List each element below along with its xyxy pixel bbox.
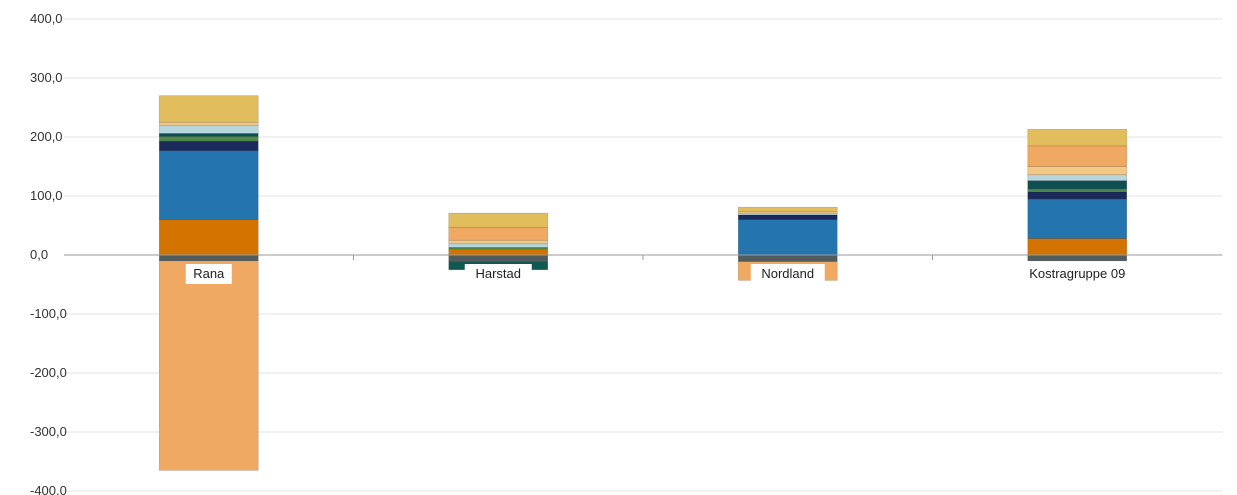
bar-segment bbox=[158, 133, 259, 137]
y-tick-label: -200,0 bbox=[30, 365, 67, 380]
category-label: Nordland bbox=[761, 266, 814, 281]
bar-segment bbox=[1027, 166, 1128, 176]
bar-segment bbox=[1027, 198, 1128, 239]
y-tick-label: 200,0 bbox=[30, 129, 63, 144]
bar-segment bbox=[1027, 180, 1128, 190]
bar-segment bbox=[158, 219, 259, 256]
bar-segment bbox=[448, 226, 549, 241]
bar-segment bbox=[1027, 129, 1128, 147]
bar-segment bbox=[448, 212, 549, 228]
bar-segment bbox=[448, 254, 549, 263]
category-label: Rana bbox=[193, 266, 225, 281]
bar-segment bbox=[737, 254, 838, 262]
category-label-bg bbox=[1015, 264, 1139, 284]
y-tick-label: 0,0 bbox=[30, 247, 48, 262]
bar-segment bbox=[158, 260, 259, 471]
zero-axis bbox=[64, 254, 1222, 260]
bar-segment bbox=[158, 254, 259, 262]
bar-segment bbox=[158, 121, 259, 126]
bar-segment bbox=[158, 124, 259, 134]
bar-segment bbox=[158, 95, 259, 123]
y-tick-label: 100,0 bbox=[30, 188, 63, 203]
bar-segment bbox=[158, 150, 259, 220]
bar-segment bbox=[737, 206, 838, 212]
bar-segment bbox=[158, 140, 259, 151]
y-axis-ticks: 400,0 300,0 200,0 100,0 0,0 -100,0 -200,0 -300,… bbox=[30, 11, 67, 495]
category-label-bg bbox=[750, 264, 825, 284]
bar-segment bbox=[1027, 238, 1128, 256]
bar-segment bbox=[1027, 188, 1128, 193]
category-label-bg bbox=[185, 264, 232, 284]
bar-segment bbox=[1027, 191, 1128, 200]
bars bbox=[158, 95, 1128, 471]
bar-segment bbox=[448, 247, 549, 250]
bar-segment bbox=[448, 239, 549, 245]
bar-segment bbox=[448, 243, 549, 248]
category-label: Harstad bbox=[475, 266, 521, 281]
y-tick-label: -100,0 bbox=[30, 306, 67, 321]
category-labels: Rana Harstad Nordland Kostragruppe 09 bbox=[185, 264, 1139, 284]
bar-segment bbox=[1027, 174, 1128, 181]
bar-segment bbox=[737, 214, 838, 220]
bar-segment bbox=[737, 219, 838, 256]
y-tick-label: 400,0 bbox=[30, 11, 63, 26]
bar-segment bbox=[158, 136, 259, 142]
bar-segment bbox=[1027, 145, 1128, 167]
y-tick-label: 300,0 bbox=[30, 70, 63, 85]
y-tick-label: -400,0 bbox=[30, 483, 67, 495]
category-label-bg bbox=[464, 264, 532, 284]
y-tick-label: -300,0 bbox=[30, 424, 67, 439]
category-label: Kostragruppe 09 bbox=[1029, 266, 1125, 281]
bar-segment bbox=[1027, 254, 1128, 262]
bar-segment bbox=[448, 248, 549, 256]
